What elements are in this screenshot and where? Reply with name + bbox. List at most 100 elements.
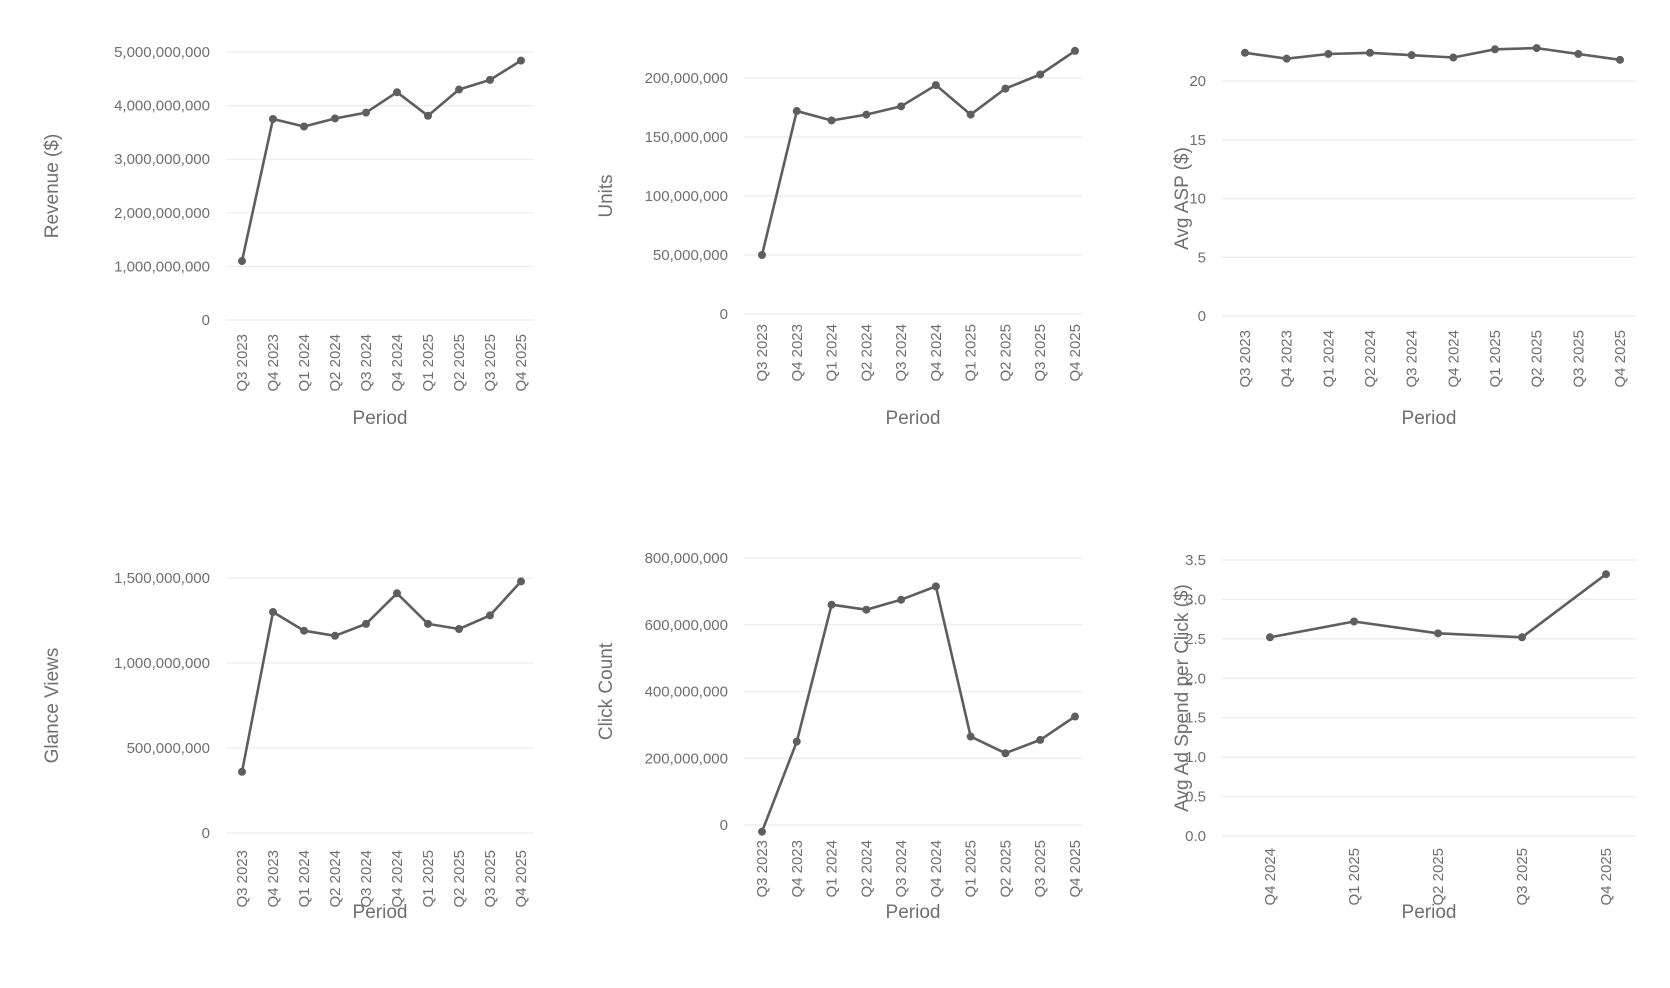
y-tick-label: 0	[720, 306, 728, 323]
data-point	[269, 115, 277, 123]
data-point	[897, 102, 906, 111]
x-tick-label: Q4 2023	[1279, 330, 1296, 388]
x-tick-label: Q4 2023	[265, 334, 282, 392]
x-tick-label: Q2 2024	[327, 850, 344, 908]
data-point	[300, 626, 308, 635]
y-tick-label: 0.5	[1185, 789, 1206, 806]
data-points	[1266, 570, 1610, 642]
data-points	[238, 56, 525, 266]
x-tick-label: Q2 2024	[858, 840, 875, 898]
series-line	[240, 59, 522, 262]
y-axis-title: Units	[596, 174, 617, 217]
y-tick-label: 500,000,000	[127, 740, 210, 757]
units-chart: 0 50,000,000 100,000,000 150,000,000 200,000…	[596, 46, 1084, 429]
y-tick-labels: 0.0 0.5 1.0 1.5 2.0 2.5 3.0 3.5	[1185, 552, 1206, 845]
x-tick-label: Q1 2025	[963, 324, 980, 382]
x-tick-label: Q1 2024	[824, 324, 841, 382]
data-point	[393, 589, 401, 598]
y-tick-label: 400,000,000	[645, 684, 728, 701]
x-tick-labels: Q3 2023 Q4 2023 Q1 2024 Q2 2024 Q3 2024 Q4 20…	[234, 334, 530, 392]
data-points	[758, 582, 1079, 836]
y-tick-label: 200,000,000	[645, 70, 728, 87]
data-point	[1574, 49, 1583, 58]
click-count-chart-panel: 0 200,000,000 400,000,000 600,000,000 800,00…	[556, 494, 1112, 988]
data-point	[517, 577, 525, 586]
x-tick-label: Q1 2024	[1320, 330, 1337, 388]
series-line	[760, 585, 1076, 833]
data-point	[238, 257, 246, 266]
glance-views-chart: 0 500,000,000 1,000,000,000 1,500,000,000 Q3…	[42, 570, 534, 923]
y-tick-label: 20	[1189, 73, 1206, 90]
x-tick-label: Q1 2025	[1487, 330, 1504, 388]
data-point	[1036, 70, 1045, 79]
y-tick-label: 2.0	[1185, 670, 1206, 687]
y-tick-label: 1.0	[1185, 749, 1206, 766]
y-tick-labels: 0 1,000,000,000 2,000,000,000 3,000,000,000…	[114, 44, 210, 329]
data-point	[792, 737, 801, 746]
x-tick-labels: Q3 2023 Q4 2023 Q1 2024 Q2 2024 Q3 2024 Q4 20…	[754, 324, 1084, 382]
y-tick-label: 600,000,000	[645, 617, 728, 634]
x-tick-label: Q3 2023	[1237, 330, 1254, 388]
avg-asp-chart-panel: 0 5 10 15 20 Q3 2023 Q4 2023 Q1 2024 Q2 2024 Q3 2…	[1112, 0, 1668, 494]
x-tick-label: Q1 2025	[420, 850, 437, 908]
y-tick-label: 150,000,000	[645, 129, 728, 146]
series-line	[240, 580, 522, 773]
data-point	[486, 75, 494, 84]
x-tick-label: Q4 2023	[265, 850, 282, 908]
y-tick-label: 100,000,000	[645, 188, 728, 205]
x-tick-label: Q4 2024	[1445, 330, 1462, 388]
data-point	[862, 605, 871, 614]
data-point	[1449, 53, 1458, 62]
y-tick-label: 0.0	[1185, 828, 1206, 845]
data-point	[331, 114, 339, 123]
data-point	[455, 85, 463, 94]
x-tick-label: Q2 2024	[327, 334, 344, 392]
y-tick-label: 3,000,000,000	[114, 151, 210, 168]
data-point	[1036, 735, 1045, 744]
data-point	[300, 122, 308, 131]
data-point	[966, 110, 975, 119]
series-line	[1244, 46, 1621, 62]
x-axis-title: Period	[1402, 408, 1457, 429]
y-tick-label: 3.5	[1185, 552, 1206, 569]
revenue-chart: 0 1,000,000,000 2,000,000,000 3,000,000,000…	[42, 44, 534, 429]
data-point	[424, 111, 432, 120]
y-tick-label: 3.0	[1185, 591, 1206, 608]
gridlines	[744, 557, 1082, 826]
data-point	[792, 107, 801, 116]
data-point	[1001, 84, 1010, 93]
x-tick-label: Q3 2023	[234, 850, 251, 908]
y-tick-labels: 0 5 10 15 20	[1189, 73, 1206, 325]
data-point	[238, 767, 246, 776]
data-point	[362, 108, 370, 117]
data-point	[455, 625, 463, 633]
x-tick-label: Q2 2025	[997, 840, 1014, 898]
y-axis-title: Revenue ($)	[42, 134, 63, 239]
data-point	[827, 116, 836, 125]
x-tick-label: Q3 2023	[234, 334, 251, 392]
y-tick-label: 0	[1198, 308, 1206, 325]
y-tick-label: 0	[202, 825, 210, 842]
data-point	[1350, 617, 1358, 626]
x-tick-label: Q4 2024	[389, 850, 406, 908]
click-count-chart: 0 200,000,000 400,000,000 600,000,000 800,00…	[596, 550, 1084, 923]
y-tick-label: 4,000,000,000	[114, 98, 210, 115]
y-tick-label: 1,000,000,000	[114, 655, 210, 672]
x-axis-title: Period	[353, 408, 408, 429]
gridlines	[1222, 559, 1636, 837]
y-tick-label: 800,000,000	[645, 550, 728, 567]
x-tick-label: Q1 2024	[824, 840, 841, 898]
data-point	[362, 619, 370, 628]
x-axis-title: Period	[353, 902, 408, 923]
series-line	[1269, 573, 1607, 639]
data-points	[1241, 44, 1624, 64]
x-tick-label: Q3 2025	[482, 334, 499, 392]
x-tick-label: Q3 2023	[754, 840, 771, 898]
data-point	[269, 608, 277, 616]
x-axis-title: Period	[886, 902, 941, 923]
y-tick-labels: 0 200,000,000 400,000,000 600,000,000 800,00…	[645, 550, 728, 834]
data-points	[238, 577, 525, 776]
series-line	[760, 49, 1076, 256]
